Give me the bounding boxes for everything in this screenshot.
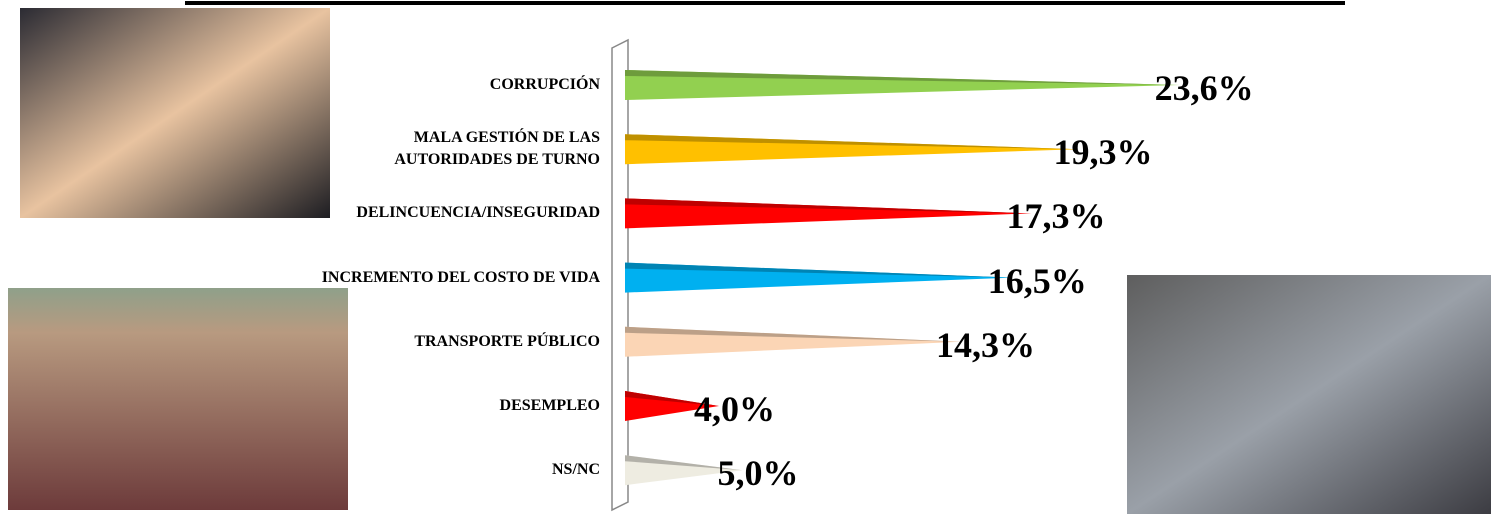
- value-label: 4,0%: [694, 389, 775, 429]
- bar: [625, 134, 1079, 165]
- value-label: 16,5%: [987, 260, 1087, 301]
- value-label: 17,3%: [1006, 196, 1106, 237]
- value-label: 23,6%: [1154, 68, 1254, 108]
- category-label: CORRUPCIÓN: [489, 76, 600, 93]
- bar-shade: [625, 326, 962, 342]
- bar-shade: [625, 134, 1079, 150]
- photo-robbery: [1127, 275, 1491, 514]
- category-label: NS/NC: [551, 461, 600, 479]
- category-label: INCREMENTO DEL COSTO DE VIDA: [321, 268, 600, 286]
- bar: [625, 262, 1013, 293]
- bar: [625, 391, 719, 421]
- category-label: MALA GESTIÓN DE LAS AUTORIDADES DE TURNO: [394, 129, 600, 169]
- photo-crowd: [8, 288, 348, 510]
- category-label: TRANSPORTE PÚBLICO: [414, 332, 600, 350]
- bar: [625, 455, 743, 486]
- axis-wall: [611, 38, 629, 512]
- bar-shade: [625, 262, 1013, 278]
- bar: [625, 70, 1180, 100]
- value-label: 19,3%: [1053, 132, 1153, 173]
- photo-handshake: [20, 8, 330, 218]
- category-label: DESEMPLEO: [499, 397, 600, 414]
- bar-shade: [625, 455, 743, 471]
- bar-shade: [625, 198, 1032, 214]
- value-label: 14,3%: [936, 324, 1036, 365]
- bar: [625, 326, 962, 357]
- bar-shade: [625, 391, 719, 406]
- category-label: DELINCUENCIA/INSEGURIDAD: [356, 204, 600, 222]
- bar: [625, 198, 1032, 229]
- bar-shade: [625, 70, 1180, 85]
- value-label: 5,0%: [717, 453, 799, 494]
